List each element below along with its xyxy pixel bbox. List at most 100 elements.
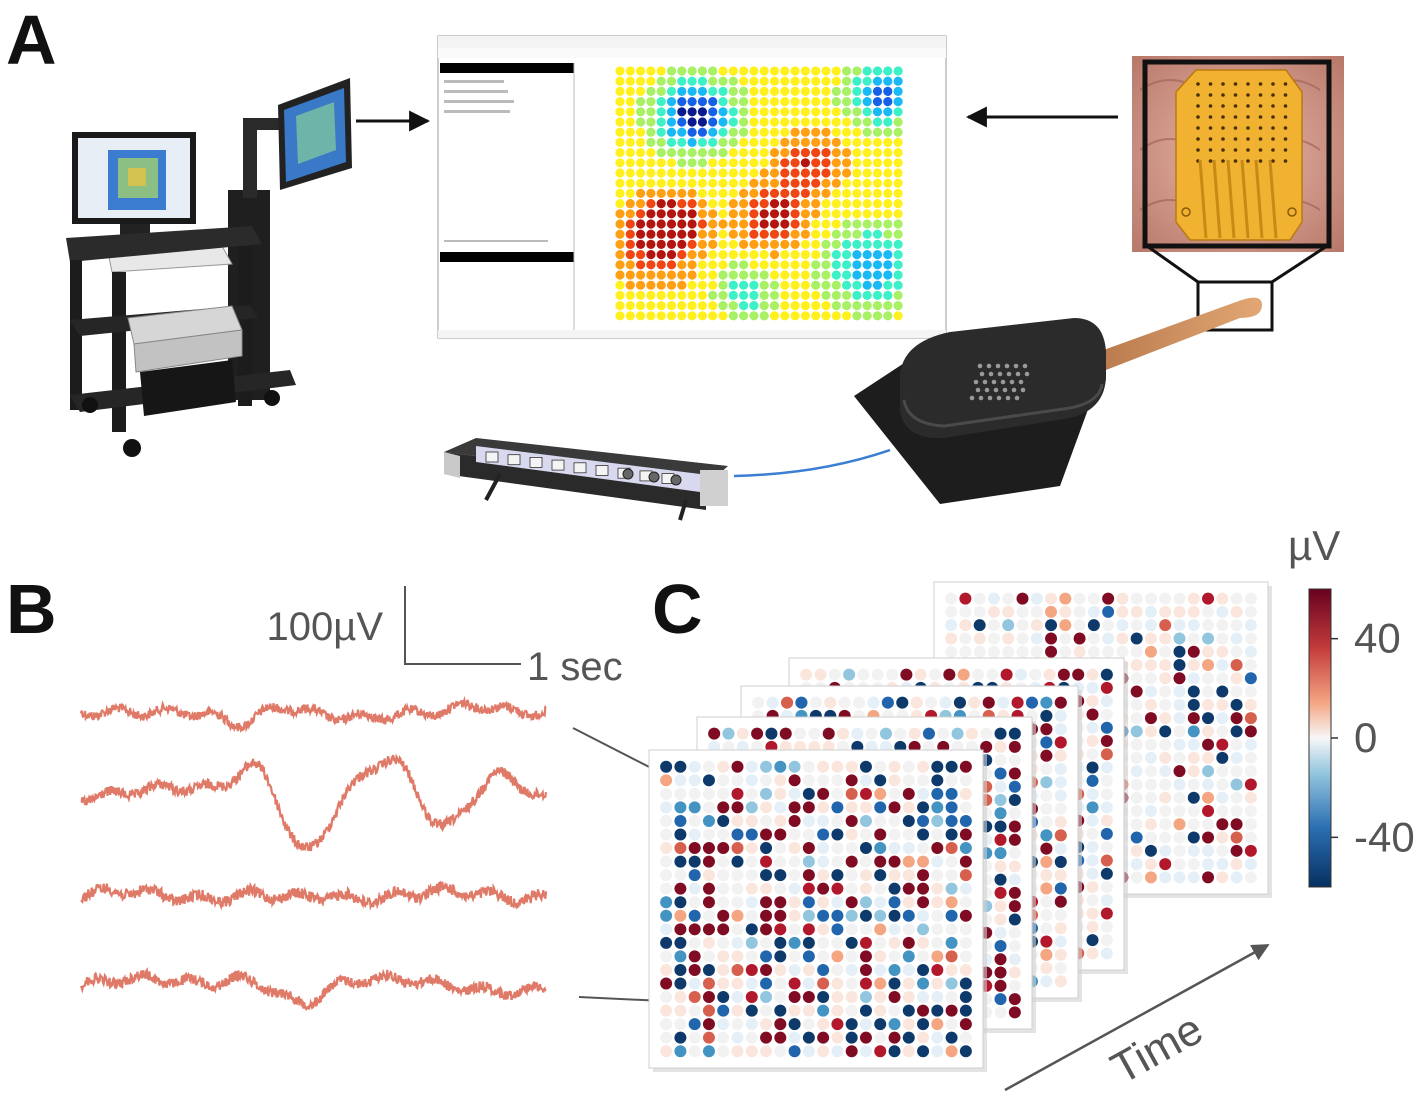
time-label: Time: [1103, 1004, 1211, 1093]
heatmap-dot: [800, 290, 811, 300]
heatmap-dot: [687, 199, 697, 209]
heatmap-dot: [646, 168, 656, 178]
heatmap-dot: [625, 97, 635, 107]
heatmap-dot: [666, 117, 677, 127]
heatmap-dot: [862, 301, 872, 311]
colorbar-unit: µV: [1288, 522, 1340, 569]
heatmap-dot: [728, 168, 738, 178]
heatmap-dot: [883, 158, 893, 168]
heatmap-dot: [749, 311, 759, 321]
heatmap-dot: [831, 239, 841, 249]
heatmap-dot: [759, 148, 769, 158]
heatmap-dot: [615, 117, 625, 127]
colorbar-tick-label: 40: [1354, 615, 1401, 662]
heatmap-dot: [862, 239, 872, 249]
heatmap-dot: [728, 270, 738, 280]
software-title-bar: [438, 36, 946, 48]
heatmap-dot: [615, 97, 625, 107]
heatmap-dot: [708, 239, 718, 249]
heatmap-dot: [862, 137, 872, 147]
heatmap-dot: [697, 199, 708, 209]
heatmap-dot: [759, 199, 769, 209]
heatmap-dot: [687, 301, 697, 311]
heatmap-dot: [615, 219, 625, 229]
heatmap-dot: [852, 66, 862, 76]
heatmap-dot: [728, 280, 738, 290]
heatmap-dot: [656, 301, 666, 311]
heatmap-dot: [769, 178, 780, 188]
heatmap-dot: [728, 188, 738, 198]
heatmap-dot: [739, 250, 749, 260]
heatmap-dot: [708, 178, 718, 188]
heatmap-dot: [656, 178, 666, 188]
heatmap-dot: [821, 199, 831, 209]
heatmap-dot: [728, 219, 738, 229]
heatmap-dot: [883, 86, 893, 96]
heatmap-dot: [780, 199, 790, 209]
heatmap-dot: [728, 107, 738, 117]
heatmap-dot: [769, 117, 780, 127]
heatmap-dot: [862, 66, 872, 76]
heatmap-dot: [821, 76, 831, 86]
heatmap-dot: [749, 270, 759, 280]
heatmap-dot: [615, 66, 625, 76]
heatmap-dot: [790, 311, 800, 321]
heatmap-dot: [872, 239, 883, 249]
heatmap-dot: [759, 137, 769, 147]
heatmap-dot: [811, 270, 821, 280]
heatmap-dot: [780, 137, 790, 147]
heatmap-dot: [872, 66, 883, 76]
heatmap-dot: [811, 209, 821, 219]
heatmap-dot: [872, 168, 883, 178]
heatmap-dot: [780, 148, 790, 158]
heatmap-dot: [780, 301, 790, 311]
heatmap-dot: [636, 239, 646, 249]
heatmap-dot: [831, 148, 841, 158]
heatmap-dot: [769, 209, 780, 219]
heatmap-dot: [656, 280, 666, 290]
heatmap-dot: [831, 219, 841, 229]
heatmap-dot: [636, 107, 646, 117]
scale-amplitude-label: 100µV: [267, 605, 384, 649]
heatmap-dot: [739, 301, 749, 311]
heatmap-dot: [636, 188, 646, 198]
heatmap-dot: [615, 127, 625, 137]
heatmap-dot: [656, 127, 666, 137]
heatmap-dot: [625, 229, 635, 239]
scale-bar: 100µV 1 sec: [267, 586, 623, 689]
heatmap-dot: [842, 301, 852, 311]
heatmap-dot: [769, 250, 780, 260]
heatmap-dot: [615, 86, 625, 96]
heatmap-dot: [739, 270, 749, 280]
heatmap-dot: [718, 86, 728, 96]
heatmap-dot: [677, 311, 687, 321]
heatmap-dot: [625, 239, 635, 249]
heatmap-dot: [728, 148, 738, 158]
heatmap-dot: [749, 178, 759, 188]
heatmap-dot: [739, 260, 749, 270]
heatmap-dot: [893, 188, 903, 198]
heatmap-dot: [718, 199, 728, 209]
heatmap-dot: [718, 97, 728, 107]
zoom-line-right: [1271, 244, 1328, 284]
heatmap-dot: [780, 168, 790, 178]
heatmap-dot: [893, 311, 903, 321]
heatmap-dot: [759, 76, 769, 86]
heatmap-dot: [852, 209, 862, 219]
heatmap-dot: [811, 158, 821, 168]
heatmap-dot: [636, 148, 646, 158]
recording-cart-icon: [66, 78, 352, 457]
heatmap-dot: [780, 97, 790, 107]
heatmap-dot: [677, 250, 687, 260]
heatmap-dot: [708, 301, 718, 311]
heatmap-dot: [656, 188, 666, 198]
heatmap-dot: [893, 76, 903, 86]
heatmap-dot: [831, 137, 841, 147]
heatmap-dot: [739, 229, 749, 239]
heatmap-dot: [677, 107, 687, 117]
heatmap-dot: [749, 280, 759, 290]
heatmap-dot: [749, 148, 759, 158]
heatmap-dot: [625, 280, 635, 290]
heatmap-dot: [708, 168, 718, 178]
heatmap-dot: [625, 290, 635, 300]
